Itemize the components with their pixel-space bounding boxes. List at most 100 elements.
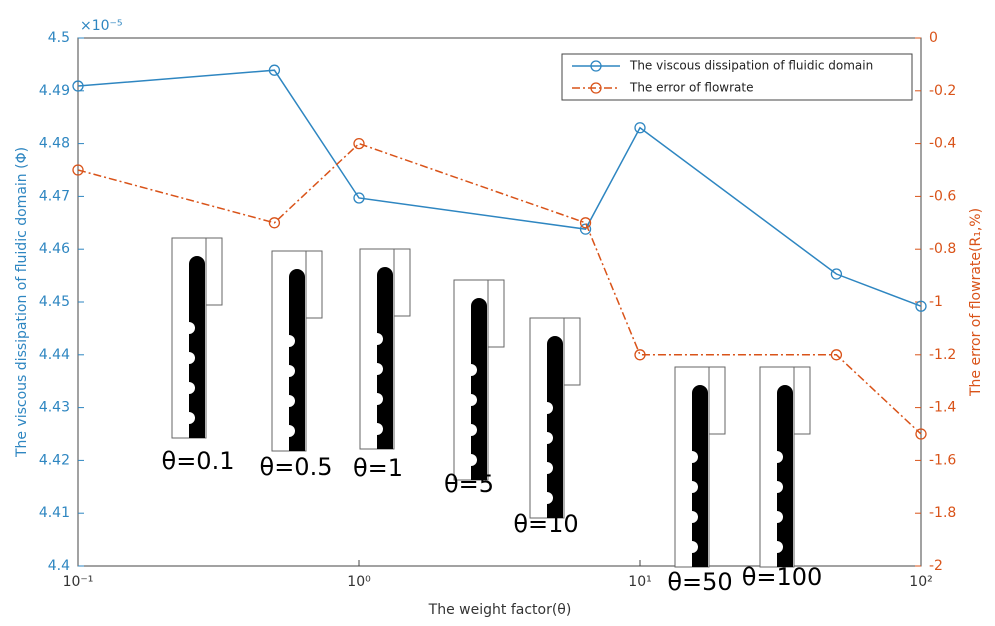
inset-outlet [793, 366, 811, 435]
inset-bump [465, 394, 477, 406]
inset-strip [547, 336, 563, 518]
inset-outlet [393, 248, 411, 317]
inset-bump [283, 335, 295, 347]
inset-label: θ=0.1 [162, 447, 235, 475]
series-point [830, 349, 843, 361]
inset-bump [541, 432, 553, 444]
series-point [353, 192, 365, 204]
inset: θ=100 [742, 366, 823, 591]
y2-tick-label: -1.8 [929, 505, 956, 521]
inset-strip [471, 298, 487, 480]
inset-outlet [708, 366, 726, 435]
series-point [915, 428, 927, 440]
inset-bump [465, 424, 477, 436]
inset-bump [283, 425, 295, 437]
x-tick-label: 10⁻¹ [63, 574, 94, 590]
inset-bump [183, 382, 195, 394]
inset-label: θ=10 [513, 510, 578, 538]
inset-bump [283, 365, 295, 377]
inset-bump [183, 412, 195, 424]
series-point [634, 122, 646, 134]
inset-bump [371, 393, 383, 405]
inset-bump [541, 462, 553, 474]
y2-tick-label: 0 [929, 30, 938, 46]
inset-bump [771, 451, 783, 463]
y2-tick-label: -1.6 [929, 452, 956, 468]
inset-strip [289, 269, 305, 451]
series-point [915, 300, 927, 312]
series-line [77, 142, 922, 435]
y-tick-label: 4.46 [39, 241, 70, 257]
y-tick-label: 4.4 [48, 558, 70, 574]
y2-tick-label: -0.8 [929, 241, 956, 257]
y-tick-label: 4.5 [48, 30, 70, 46]
y2-tick-label: -0.2 [929, 83, 956, 99]
inset-strip [777, 385, 793, 567]
inset: θ=10 [513, 317, 581, 538]
legend-marker [590, 60, 602, 72]
inset-outlet [563, 317, 581, 386]
y-tick-label: 4.49 [39, 83, 70, 99]
inset-label: θ=0.5 [260, 453, 333, 481]
inset-strip [377, 267, 393, 449]
series-point [634, 349, 646, 361]
inset-label: θ=50 [667, 568, 732, 596]
series-line [77, 69, 922, 307]
series-point [830, 268, 843, 280]
y-tick-label: 4.48 [39, 136, 70, 152]
x-tick-label: 10² [909, 574, 932, 590]
inset-bump [541, 402, 553, 414]
legend-label: The error of flowrate [629, 81, 753, 95]
legend-box [561, 53, 913, 101]
inset-bump [686, 481, 698, 493]
inset-bump [183, 322, 195, 334]
inset-bump [465, 454, 477, 466]
y2-tick-label: -1 [929, 294, 943, 310]
inset: θ=50 [667, 366, 733, 596]
inset-label: θ=1 [353, 454, 403, 482]
inset-bump [371, 423, 383, 435]
inset-bump [771, 511, 783, 523]
inset-strip [692, 385, 708, 567]
series-point [579, 217, 592, 229]
inset-bump [771, 541, 783, 553]
series-point [72, 80, 84, 92]
inset: θ=1 [353, 248, 411, 482]
y-tick-label: 4.45 [39, 294, 70, 310]
inset-bump [686, 451, 698, 463]
y-tick-label: 4.43 [39, 400, 70, 416]
y2-tick-label: -1.4 [929, 400, 956, 416]
series-point [72, 164, 84, 176]
y-tick-label: 4.41 [39, 505, 70, 521]
inset-bump [686, 541, 698, 553]
inset-bump [183, 352, 195, 364]
x-tick-label: 10¹ [628, 574, 651, 590]
inset: θ=5 [444, 279, 505, 498]
y-tick-label: 4.42 [39, 452, 70, 468]
inset-bump [686, 511, 698, 523]
y2-tick-label: -1.2 [929, 347, 956, 363]
y2-tick-label: -2 [929, 558, 943, 574]
x-tick-label: 10⁰ [347, 574, 371, 590]
y-tick-label: 4.47 [39, 188, 70, 204]
series-point [353, 137, 365, 150]
y-axis-title: The viscous dissipation of fluidic domai… [14, 147, 30, 458]
inset-bump [371, 363, 383, 375]
y2-tick-label: -0.4 [929, 136, 956, 152]
inset-bump [771, 481, 783, 493]
y-multiplier: ×10⁻⁵ [80, 18, 123, 34]
inset-bump [465, 364, 477, 376]
y2-axis-title: The error of flowrate(R₁,%) [968, 208, 984, 397]
inset-outlet [205, 237, 223, 306]
x-axis-title: The weight factor(θ) [428, 602, 572, 618]
inset-label: θ=100 [742, 563, 823, 591]
series-point [268, 217, 281, 229]
inset: θ=0.5 [260, 250, 333, 481]
inset-bump [283, 395, 295, 407]
inset-bump [371, 333, 383, 345]
y-tick-label: 4.44 [39, 347, 70, 363]
legend-marker [590, 82, 602, 94]
series-point [268, 64, 281, 76]
inset-strip [189, 256, 205, 438]
